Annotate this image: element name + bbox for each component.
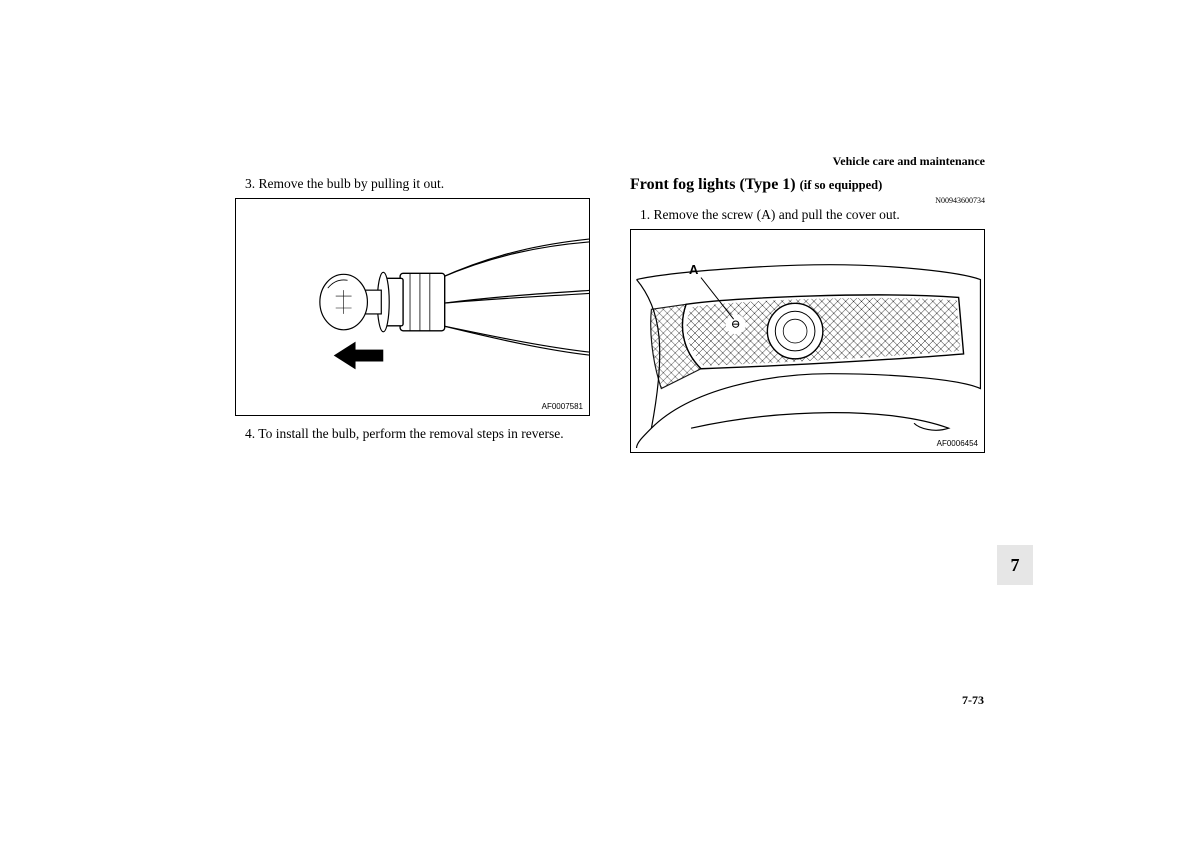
document-code: N00943600734 <box>630 196 985 205</box>
chapter-number: 7 <box>1011 555 1020 576</box>
callout-label-a: A <box>689 262 698 277</box>
chapter-tab: 7 <box>997 545 1033 585</box>
page-number: 7-73 <box>962 693 984 708</box>
right-column: Front fog lights (Type 1) (if so equippe… <box>630 176 985 453</box>
step-number: 1. <box>640 207 650 222</box>
step-text: To install the bulb, perform the removal… <box>258 426 563 441</box>
section-header: Vehicle care and maintenance <box>833 154 985 169</box>
step-1: 1. Remove the screw (A) and pull the cov… <box>630 207 985 223</box>
step-text: Remove the bulb by pulling it out. <box>259 176 445 191</box>
arrow-left-icon <box>334 342 384 370</box>
figure-id: AF0006454 <box>937 439 978 448</box>
step-number: 4. <box>245 426 255 441</box>
section-heading-row: Front fog lights (Type 1) (if so equippe… <box>630 176 985 194</box>
step-4: 4. To install the bulb, perform the remo… <box>235 426 590 442</box>
bulb-diagram <box>236 199 589 415</box>
section-title: Front fog lights (Type 1) <box>630 176 796 193</box>
step-number: 3. <box>245 176 255 191</box>
section-subtitle: (if so equipped) <box>800 178 883 192</box>
two-column-layout: 3. Remove the bulb by pulling it out. <box>235 176 985 453</box>
figure-id: AF0007581 <box>542 402 583 411</box>
manual-page: Vehicle care and maintenance 3. Remove t… <box>235 150 985 453</box>
left-column: 3. Remove the bulb by pulling it out. <box>235 176 590 453</box>
figure-fog-light: A AF0006454 <box>630 229 985 453</box>
fog-light-diagram <box>631 230 984 452</box>
step-3: 3. Remove the bulb by pulling it out. <box>235 176 590 192</box>
figure-bulb-removal: AF0007581 <box>235 198 590 416</box>
step-text: Remove the screw (A) and pull the cover … <box>654 207 900 222</box>
